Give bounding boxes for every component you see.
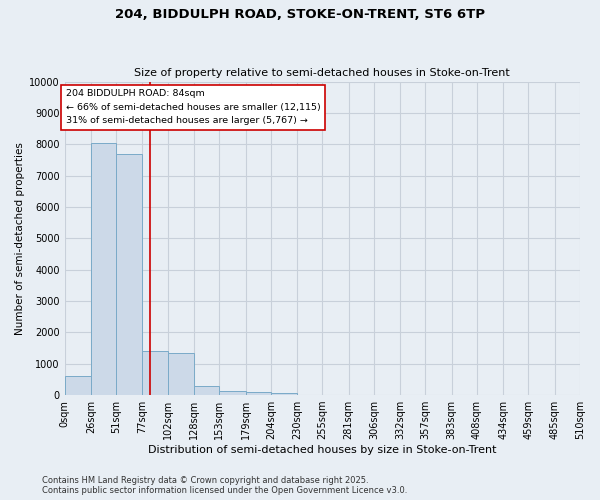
Bar xyxy=(116,154,142,395)
X-axis label: Distribution of semi-detached houses by size in Stoke-on-Trent: Distribution of semi-detached houses by … xyxy=(148,445,497,455)
Bar xyxy=(65,376,91,395)
Title: Size of property relative to semi-detached houses in Stoke-on-Trent: Size of property relative to semi-detach… xyxy=(134,68,510,78)
Bar xyxy=(271,393,297,395)
Text: 204, BIDDULPH ROAD, STOKE-ON-TRENT, ST6 6TP: 204, BIDDULPH ROAD, STOKE-ON-TRENT, ST6 … xyxy=(115,8,485,20)
Text: Contains HM Land Registry data © Crown copyright and database right 2025.
Contai: Contains HM Land Registry data © Crown c… xyxy=(42,476,407,495)
Text: 204 BIDDULPH ROAD: 84sqm
← 66% of semi-detached houses are smaller (12,115)
31% : 204 BIDDULPH ROAD: 84sqm ← 66% of semi-d… xyxy=(65,90,320,125)
Bar xyxy=(245,392,271,395)
Bar xyxy=(142,351,168,395)
Bar xyxy=(91,142,116,395)
Bar xyxy=(194,386,219,395)
Bar xyxy=(219,390,245,395)
Bar xyxy=(168,353,194,395)
Y-axis label: Number of semi-detached properties: Number of semi-detached properties xyxy=(15,142,25,335)
